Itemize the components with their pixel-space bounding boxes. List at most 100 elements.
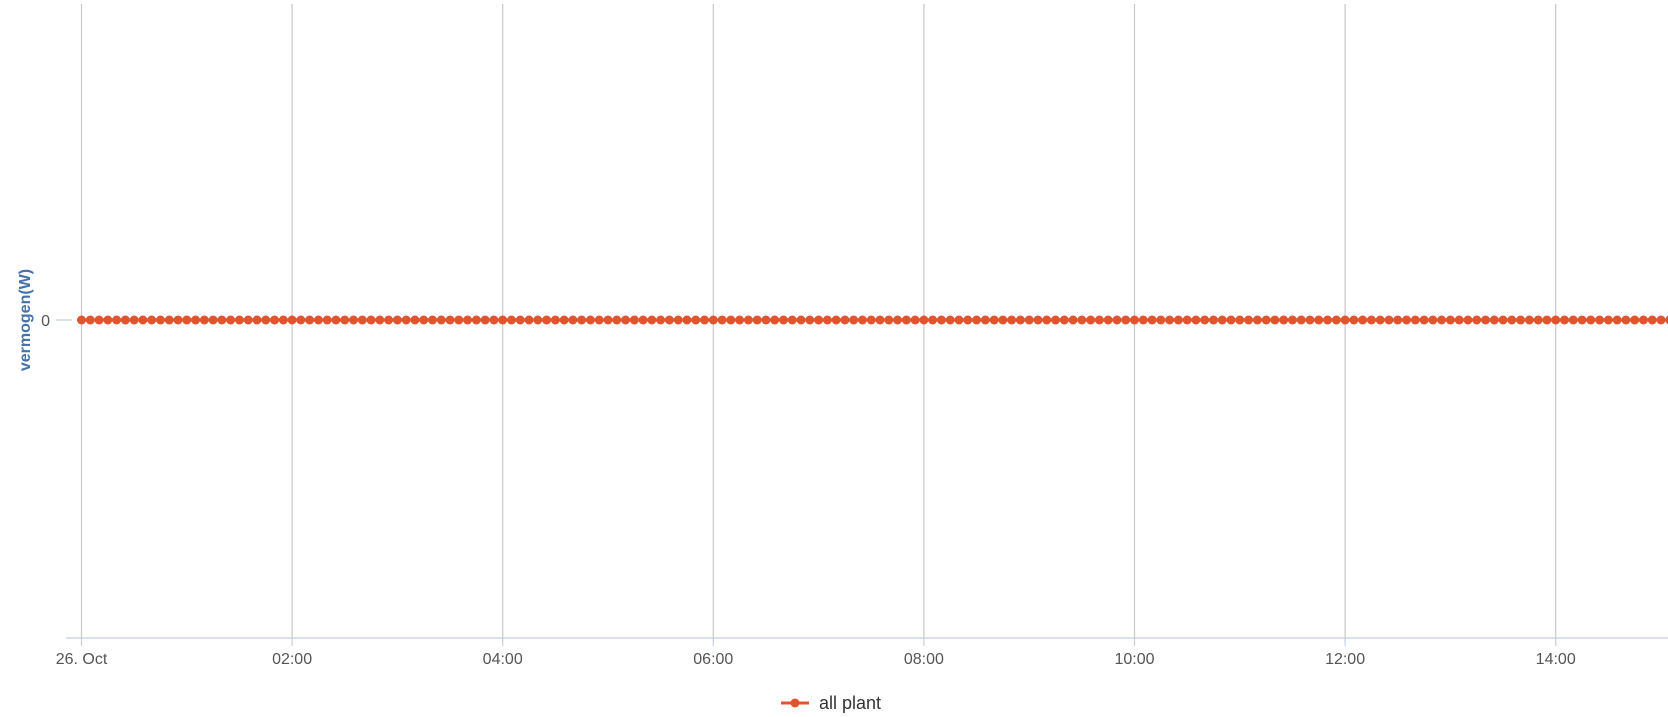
data-point[interactable] (1498, 315, 1508, 325)
data-point[interactable] (857, 315, 867, 325)
data-point[interactable] (884, 315, 894, 325)
data-point[interactable] (1068, 315, 1078, 325)
data-point[interactable] (1603, 315, 1613, 325)
data-point[interactable] (243, 315, 253, 325)
data-point[interactable] (612, 315, 622, 325)
data-point[interactable] (1402, 315, 1412, 325)
data-point[interactable] (1656, 315, 1666, 325)
data-point[interactable] (708, 315, 718, 325)
data-point[interactable] (480, 315, 490, 325)
data-point[interactable] (287, 315, 297, 325)
data-point[interactable] (1551, 315, 1561, 325)
data-point[interactable] (1445, 315, 1455, 325)
data-point[interactable] (814, 315, 824, 325)
data-point[interactable] (340, 315, 350, 325)
data-point[interactable] (1279, 315, 1289, 325)
data-point[interactable] (1472, 315, 1482, 325)
data-point[interactable] (1042, 315, 1052, 325)
data-point[interactable] (112, 315, 122, 325)
data-point[interactable] (550, 315, 560, 325)
data-point[interactable] (664, 315, 674, 325)
data-point[interactable] (1130, 315, 1139, 325)
data-point[interactable] (1647, 315, 1657, 325)
data-point[interactable] (147, 315, 157, 325)
data-point[interactable] (191, 315, 201, 325)
data-point[interactable] (1086, 315, 1096, 325)
data-point[interactable] (1366, 315, 1376, 325)
data-point[interactable] (849, 315, 859, 325)
data-point[interactable] (1015, 315, 1025, 325)
data-point[interactable] (963, 315, 973, 325)
data-point[interactable] (278, 315, 288, 325)
data-point[interactable] (831, 315, 841, 325)
data-point[interactable] (1252, 315, 1262, 325)
data-point[interactable] (1121, 315, 1131, 325)
data-point[interactable] (1331, 315, 1341, 325)
data-point[interactable] (1638, 315, 1648, 325)
data-point[interactable] (1112, 315, 1122, 325)
data-point[interactable] (349, 315, 359, 325)
data-point[interactable] (717, 315, 727, 325)
data-point[interactable] (366, 315, 376, 325)
data-point[interactable] (1173, 315, 1183, 325)
data-point[interactable] (559, 315, 569, 325)
data-point[interactable] (1489, 315, 1499, 325)
data-point[interactable] (998, 315, 1008, 325)
data-point[interactable] (1165, 315, 1175, 325)
data-point[interactable] (471, 315, 481, 325)
data-point[interactable] (1051, 315, 1061, 325)
data-point[interactable] (1577, 315, 1587, 325)
data-point[interactable] (1182, 315, 1192, 325)
data-point[interactable] (735, 315, 745, 325)
data-point[interactable] (1226, 315, 1236, 325)
data-point[interactable] (1621, 315, 1631, 325)
data-point[interactable] (313, 315, 323, 325)
data-point[interactable] (226, 315, 236, 325)
data-point[interactable] (1393, 315, 1403, 325)
data-point[interactable] (1586, 315, 1596, 325)
data-point[interactable] (743, 315, 753, 325)
data-point[interactable] (928, 315, 938, 325)
data-point[interactable] (1024, 315, 1034, 325)
data-point[interactable] (1033, 315, 1043, 325)
data-point[interactable] (270, 315, 280, 325)
data-point[interactable] (1375, 315, 1385, 325)
data-point[interactable] (893, 315, 903, 325)
data-point[interactable] (936, 315, 946, 325)
data-point[interactable] (401, 315, 411, 325)
data-point[interactable] (1568, 315, 1578, 325)
data-point[interactable] (199, 315, 209, 325)
data-point[interactable] (1323, 315, 1333, 325)
data-point[interactable] (919, 315, 929, 325)
data-point[interactable] (700, 315, 710, 325)
data-point[interactable] (691, 315, 701, 325)
data-point[interactable] (1077, 315, 1087, 325)
data-point[interactable] (296, 315, 306, 325)
data-point[interactable] (761, 315, 771, 325)
data-point[interactable] (1559, 315, 1569, 325)
data-point[interactable] (726, 315, 736, 325)
data-point[interactable] (1630, 315, 1640, 325)
data-point[interactable] (252, 315, 262, 325)
data-point[interactable] (866, 315, 876, 325)
data-point[interactable] (980, 315, 990, 325)
data-point[interactable] (656, 315, 666, 325)
data-point[interactable] (463, 315, 473, 325)
data-point[interactable] (454, 315, 464, 325)
data-point[interactable] (392, 315, 402, 325)
data-point[interactable] (910, 315, 920, 325)
data-point[interactable] (989, 315, 999, 325)
data-point[interactable] (1665, 315, 1668, 325)
data-point[interactable] (1454, 315, 1464, 325)
data-point[interactable] (805, 315, 815, 325)
data-point[interactable] (901, 315, 911, 325)
data-point[interactable] (533, 315, 543, 325)
data-point[interactable] (1191, 315, 1201, 325)
data-point[interactable] (515, 315, 525, 325)
data-point[interactable] (1261, 315, 1271, 325)
data-point[interactable] (638, 315, 648, 325)
data-point[interactable] (1481, 315, 1490, 325)
data-point[interactable] (94, 315, 104, 325)
data-point[interactable] (1103, 315, 1113, 325)
data-point[interactable] (1358, 315, 1368, 325)
